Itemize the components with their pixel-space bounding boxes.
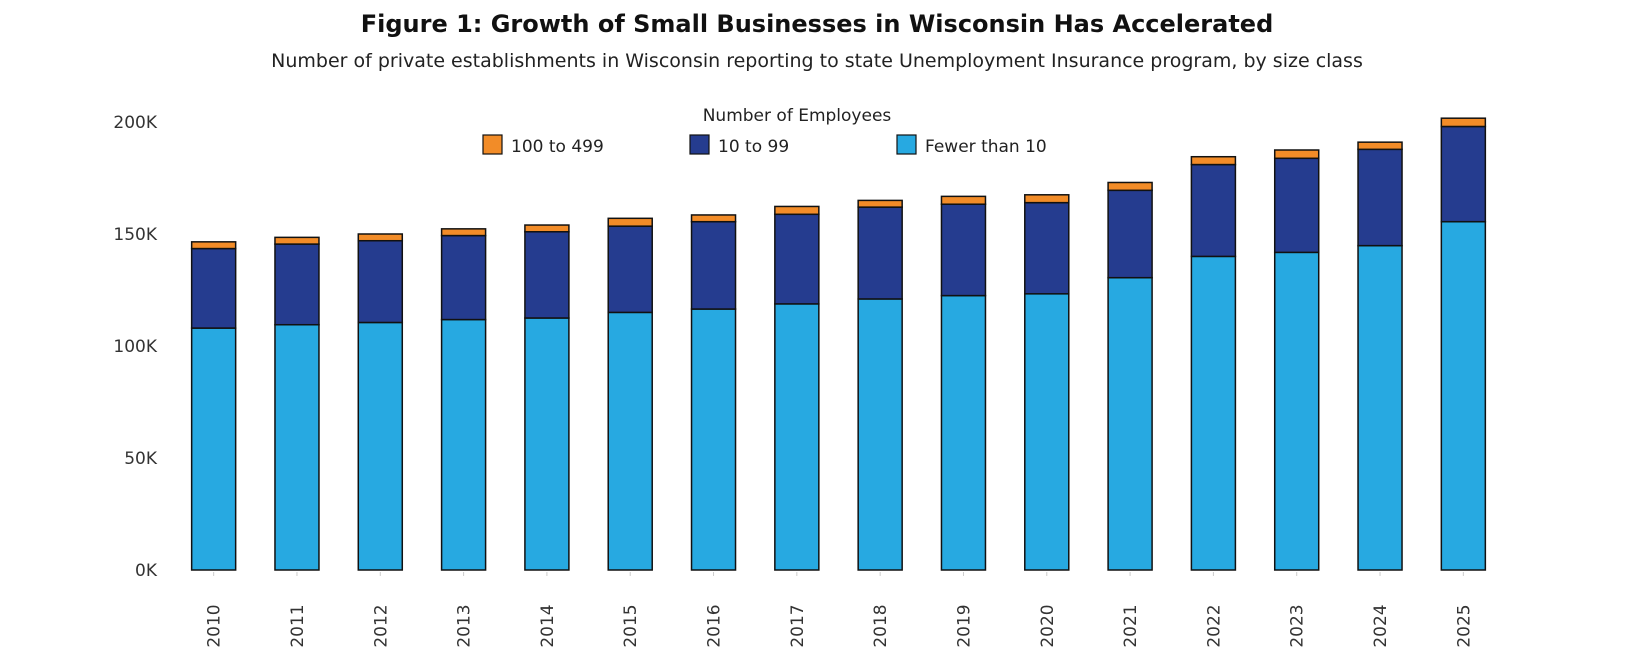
bar-segment-fewer-than-10 — [190, 327, 237, 571]
bar-segment-fewer-than-10 — [690, 308, 737, 571]
bar-segment-10-to-99 — [690, 220, 737, 310]
bar-segment-fewer-than-10 — [1357, 244, 1403, 571]
legend-label: 100 to 499 — [511, 137, 604, 157]
bar-segment-fewer-than-10 — [607, 311, 653, 571]
bar-segment-100-to-499 — [440, 228, 487, 237]
bar-segment-100-to-499 — [1190, 155, 1237, 166]
x-tick-label: 2017 — [788, 604, 808, 647]
legend-title: Number of Employees — [703, 106, 892, 126]
bar-segment-fewer-than-10 — [1107, 276, 1153, 571]
bar-segment-fewer-than-10 — [440, 318, 487, 571]
bar-segment-fewer-than-10 — [274, 323, 320, 571]
bar-segment-100-to-499 — [1024, 194, 1070, 204]
x-tick-label: 2022 — [1204, 604, 1224, 647]
x-tick-label: 2021 — [1121, 604, 1141, 647]
bar-segment-fewer-than-10 — [1024, 293, 1070, 571]
bar-segment-10-to-99 — [1440, 125, 1487, 223]
bar-segment-100-to-499 — [774, 205, 820, 216]
bar-segment-10-to-99 — [940, 203, 987, 297]
x-tick-label: 2010 — [205, 604, 225, 647]
x-tick-label: 2024 — [1371, 604, 1391, 647]
x-tick-label: 2025 — [1454, 604, 1474, 647]
bar-segment-10-to-99 — [1024, 201, 1070, 295]
bar-segment-10-to-99 — [524, 231, 570, 319]
bar-segment-10-to-99 — [274, 243, 320, 326]
bar-segment-100-to-499 — [1357, 141, 1403, 151]
bar-segment-fewer-than-10 — [940, 294, 987, 571]
bar-segment-100-to-499 — [274, 236, 320, 245]
x-tick-label: 2013 — [455, 604, 475, 647]
bar-segment-100-to-499 — [357, 233, 404, 242]
bar-segment-10-to-99 — [440, 234, 487, 321]
x-tick-label: 2018 — [871, 604, 891, 647]
legend-swatch — [482, 134, 503, 155]
bar-segment-100-to-499 — [690, 214, 737, 223]
bar-segment-10-to-99 — [1107, 189, 1153, 279]
bar-segment-fewer-than-10 — [524, 317, 570, 571]
y-tick-label: 0K — [135, 561, 158, 581]
bar-segment-10-to-99 — [1273, 157, 1320, 254]
bar-segment-10-to-99 — [857, 206, 903, 300]
legend-label: 10 to 99 — [718, 137, 789, 157]
bar-segment-100-to-499 — [1107, 181, 1153, 192]
bar-segment-100-to-499 — [190, 241, 237, 250]
x-tick-label: 2020 — [1038, 604, 1058, 647]
bar-segment-100-to-499 — [524, 224, 570, 233]
bar-segment-fewer-than-10 — [1440, 220, 1487, 571]
x-tick-label: 2014 — [538, 604, 558, 647]
x-tick-label: 2016 — [705, 604, 725, 647]
bar-segment-100-to-499 — [1273, 149, 1320, 160]
bar-segment-10-to-99 — [190, 247, 237, 329]
x-tick-label: 2023 — [1288, 604, 1308, 647]
bar-segment-10-to-99 — [1190, 163, 1237, 258]
bar-segment-fewer-than-10 — [1273, 251, 1320, 571]
x-tick-label: 2015 — [621, 604, 641, 647]
y-tick-label: 100K — [113, 337, 157, 357]
x-tick-label: 2012 — [371, 604, 391, 647]
legend-swatch — [689, 134, 710, 155]
bar-segment-fewer-than-10 — [857, 298, 903, 571]
bar-segment-100-to-499 — [607, 217, 653, 227]
bar-segment-10-to-99 — [357, 239, 404, 324]
chart-title: Figure 1: Growth of Small Businesses in … — [360, 10, 1274, 38]
bar-segment-10-to-99 — [607, 225, 653, 314]
y-tick-label: 150K — [113, 225, 157, 245]
chart-subtitle: Number of private establishments in Wisc… — [271, 50, 1363, 72]
bar-segment-100-to-499 — [857, 199, 903, 208]
y-tick-label: 200K — [113, 113, 157, 133]
legend-label: Fewer than 10 — [925, 137, 1047, 157]
x-tick-label: 2019 — [954, 604, 974, 647]
bar-segment-10-to-99 — [774, 213, 820, 305]
x-tick-label: 2011 — [288, 604, 308, 647]
bar-segment-fewer-than-10 — [774, 303, 820, 571]
bar-segment-100-to-499 — [1440, 117, 1487, 128]
bar-segment-10-to-99 — [1357, 148, 1403, 247]
bar-segment-fewer-than-10 — [357, 321, 404, 571]
y-tick-label: 50K — [124, 449, 158, 469]
bar-segment-fewer-than-10 — [1190, 255, 1237, 571]
legend-swatch — [896, 134, 917, 155]
bar-segment-100-to-499 — [940, 195, 987, 205]
